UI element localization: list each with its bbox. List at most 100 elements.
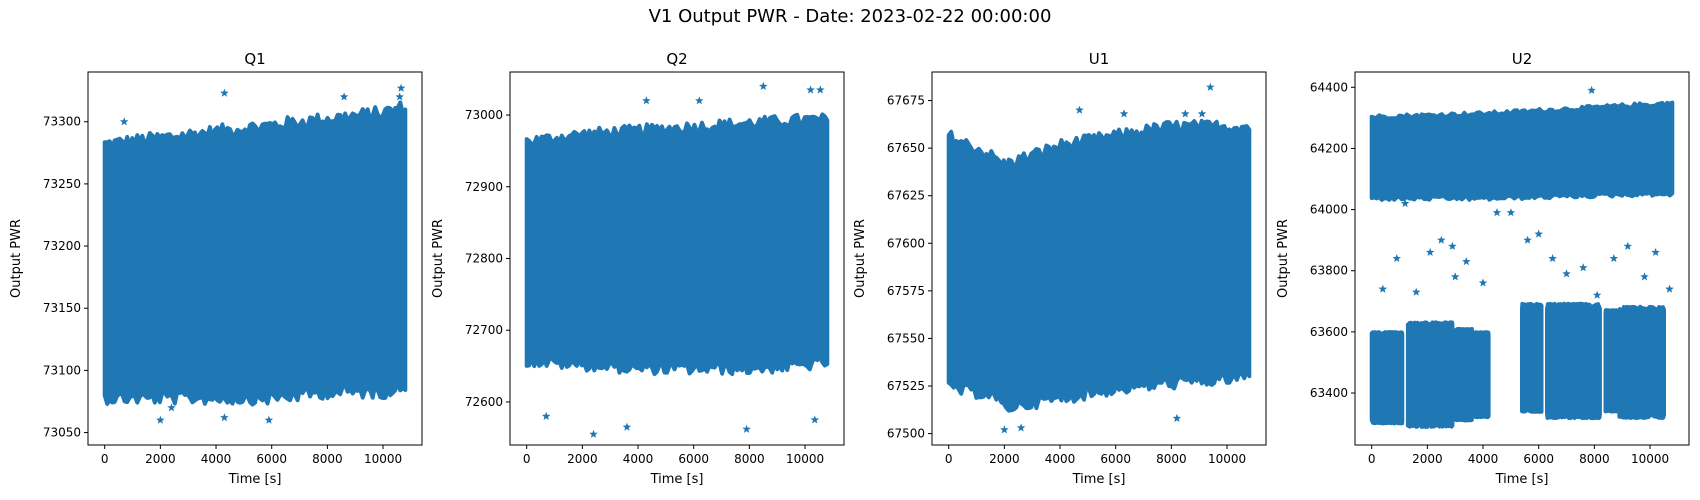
data-point-outlier (1016, 423, 1026, 432)
y-tick-label: 72700 (465, 323, 503, 337)
data-point-outlier (642, 96, 651, 105)
y-tick-label: 73300 (43, 115, 81, 129)
data-point-outlier (395, 92, 404, 101)
chart-title: U1 (1089, 50, 1110, 68)
data-point-outlier (119, 117, 129, 126)
y-tick-label: 64000 (1310, 203, 1348, 217)
data-point-outlier (695, 96, 704, 105)
x-axis-label: Time [s] (228, 472, 282, 487)
y-tick-label: 63600 (1310, 325, 1348, 339)
data-point-outlier (1392, 254, 1401, 263)
chart-title: Q2 (666, 50, 687, 68)
y-tick-label: 63800 (1310, 264, 1348, 278)
y-tick-label: 67675 (887, 94, 925, 108)
data-point-outlier (1548, 254, 1557, 263)
data-point-outlier (1075, 105, 1084, 114)
data-band (102, 100, 408, 407)
data-point-outlier (1651, 247, 1660, 256)
plot-area (1369, 85, 1675, 429)
x-tick-label: 8000 (1579, 452, 1610, 466)
chart-panel-u2: 0 2000 4000 6000 8000 10000 63400 63600 63800 640… (1276, 50, 1690, 487)
x-tick-label: 0 (101, 452, 109, 466)
data-point-outlier (1587, 85, 1596, 94)
x-tick-label: 8000 (734, 452, 765, 466)
figure-title: V1 Output PWR - Date: 2023-02-22 00:00:0… (648, 6, 1052, 27)
x-axis-label: Time [s] (1495, 472, 1549, 487)
y-tick-label: 73250 (43, 177, 81, 191)
x-tick-label: 4000 (1468, 452, 1499, 466)
x-tick-label: 10000 (786, 452, 824, 466)
y-tick-label: 67600 (887, 236, 925, 250)
x-tick-label: 8000 (312, 452, 343, 466)
data-point-outlier (1400, 199, 1410, 208)
data-point-outlier (1478, 278, 1488, 287)
data-cluster-3 (1472, 330, 1491, 420)
data-point-outlier (1492, 208, 1502, 217)
data-point-outlier (396, 83, 406, 92)
y-tick-label: 67575 (887, 284, 925, 298)
plot-area (524, 81, 830, 438)
y-tick-label: 73100 (43, 363, 81, 377)
data-point-outlier (1425, 247, 1435, 256)
y-axis-label: Output PWR (9, 219, 24, 298)
x-tick-label: 6000 (256, 452, 287, 466)
data-point-outlier (1592, 290, 1602, 299)
data-point-outlier (1119, 109, 1129, 118)
y-tick-label: 67650 (887, 141, 925, 155)
data-point-outlier (1562, 269, 1571, 278)
data-point-outlier (1609, 254, 1619, 263)
x-axis-label: Time [s] (1072, 472, 1126, 487)
y-tick-label: 73200 (43, 239, 81, 253)
data-point-outlier (816, 85, 825, 94)
data-point-outlier (1450, 272, 1460, 281)
y-tick-label: 64200 (1310, 141, 1348, 155)
x-tick-label: 10000 (1631, 452, 1669, 466)
data-point-outlier (1506, 208, 1516, 217)
data-cluster-5 (1545, 301, 1602, 421)
chart-panel-u1: 0 2000 4000 6000 8000 10000 67500 67525 67550 675… (853, 50, 1267, 487)
y-axis-label: Output PWR (853, 219, 868, 298)
data-cluster-0 (1369, 330, 1405, 426)
data-point-outlier (264, 415, 274, 424)
plot-area (102, 83, 408, 424)
y-tick-label: 72800 (465, 252, 503, 266)
data-band (524, 112, 830, 377)
data-point-outlier (1172, 413, 1182, 422)
y-tick-label: 73000 (465, 108, 503, 122)
data-point-outlier (742, 424, 751, 433)
x-tick-label: 0 (523, 452, 531, 466)
chart-panel-q1: 0 2000 4000 6000 8000 10000 73050 73100 73150 732… (9, 50, 423, 487)
y-axis-label: Output PWR (431, 219, 446, 298)
data-point-outlier (1206, 82, 1215, 91)
y-tick-label: 63400 (1310, 386, 1348, 400)
data-point-outlier (1462, 257, 1471, 266)
y-tick-label: 64400 (1310, 80, 1348, 94)
axes-frame (87, 71, 423, 446)
data-point-outlier (1181, 109, 1190, 118)
data-point-outlier (339, 92, 349, 101)
x-tick-label: 10000 (1208, 452, 1246, 466)
x-tick-label: 2000 (989, 452, 1020, 466)
data-cluster-2 (1453, 326, 1474, 423)
data-point-outlier (589, 429, 598, 438)
data-point-outlier (622, 422, 632, 431)
x-tick-label: 10000 (364, 452, 402, 466)
data-point-outlier (1665, 284, 1674, 293)
data-point-outlier (810, 415, 820, 424)
data-point-outlier (220, 413, 229, 422)
data-point-outlier (806, 85, 815, 94)
y-tick-label: 72900 (465, 180, 503, 194)
data-band (946, 118, 1252, 413)
data-point-outlier (1523, 235, 1532, 244)
x-tick-label: 0 (945, 452, 953, 466)
y-axis-label: Output PWR (1276, 219, 1291, 298)
data-band-upper (1369, 100, 1675, 202)
x-axis-label: Time [s] (650, 472, 704, 487)
data-cluster-7 (1617, 304, 1666, 420)
x-tick-label: 2000 (1412, 452, 1443, 466)
y-tick-label: 67525 (887, 379, 925, 393)
x-tick-label: 2000 (567, 452, 598, 466)
x-tick-label: 4000 (1045, 452, 1076, 466)
data-point-outlier (156, 415, 165, 424)
